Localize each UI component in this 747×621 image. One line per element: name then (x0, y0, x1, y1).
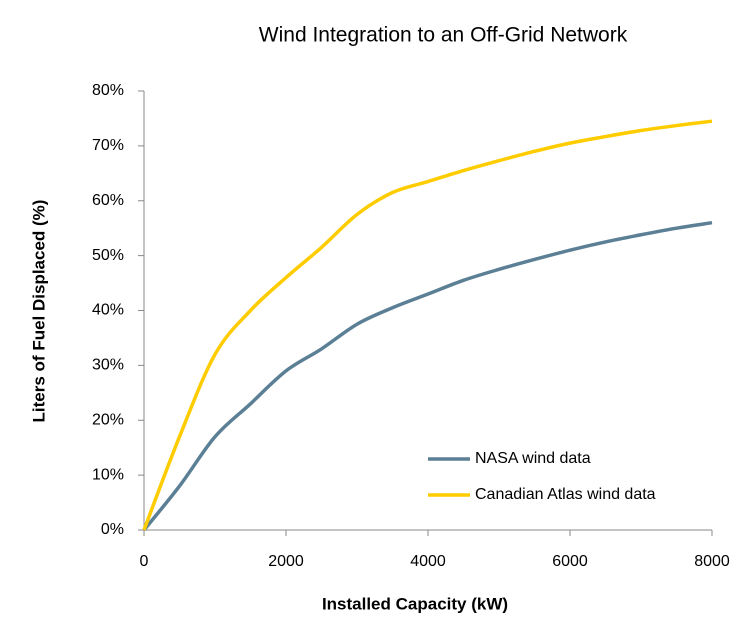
y-tick-label: 60% (92, 192, 124, 209)
x-tick-label: 6000 (552, 553, 588, 570)
y-tick-label: 20% (92, 411, 124, 428)
legend-label: Canadian Atlas wind data (475, 486, 656, 503)
x-tick-label: 0 (140, 553, 149, 570)
data-line (142, 220, 713, 532)
x-tick-label: 2000 (268, 553, 304, 570)
chart-title: Wind Integration to an Off-Grid Network (259, 24, 628, 47)
y-axis-title: Liters of Fuel Displaced (%) (29, 200, 48, 423)
y-tick-label: 10% (92, 466, 124, 483)
y-tick-label: 80% (92, 82, 124, 99)
legend-label: NASA wind data (475, 450, 591, 467)
y-tick-label: 0% (101, 521, 124, 538)
y-tick-label: 40% (92, 302, 124, 319)
data-line (142, 119, 713, 531)
y-tick-label: 50% (92, 247, 124, 264)
x-axis-title: Installed Capacity (kW) (322, 594, 508, 613)
y-tick-label: 70% (92, 137, 124, 154)
y-tick-label: 30% (92, 357, 124, 374)
x-tick-label: 8000 (694, 553, 730, 570)
x-tick-label: 4000 (410, 553, 446, 570)
